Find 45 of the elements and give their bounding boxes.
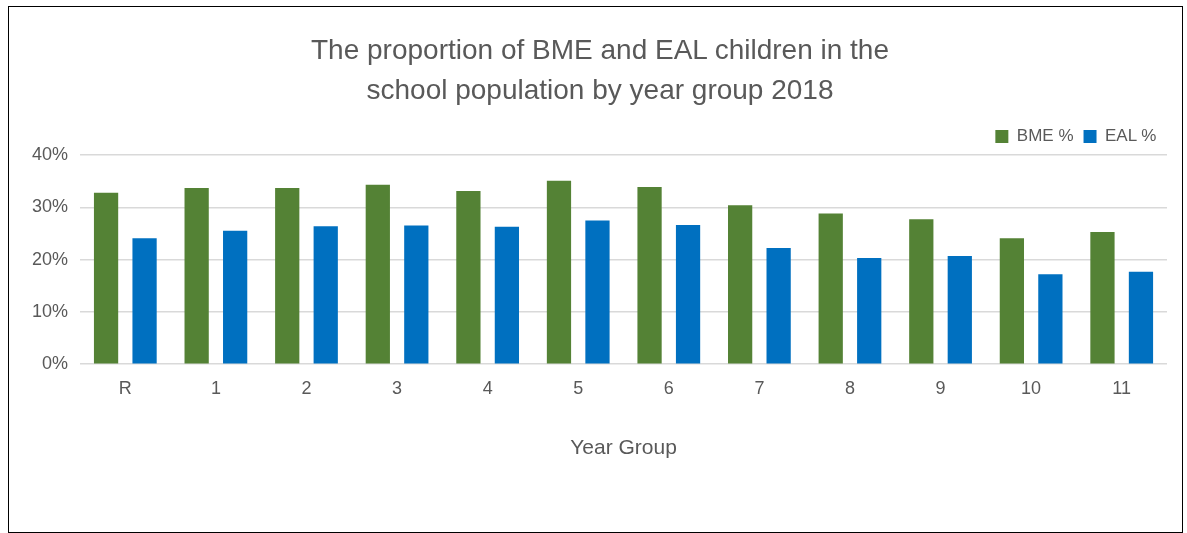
bar	[637, 186, 662, 364]
bar	[132, 238, 157, 364]
bar	[999, 238, 1025, 364]
bar	[818, 213, 843, 364]
legend-label: EAL %	[1105, 126, 1157, 146]
bar	[365, 184, 390, 364]
bar	[909, 219, 934, 364]
bar	[223, 230, 248, 364]
bar	[1038, 274, 1063, 364]
legend-label: BME %	[1016, 126, 1074, 146]
y-tick-label: 30%	[32, 196, 69, 217]
x-tick-label: 1	[210, 377, 221, 398]
y-tick-label: 40%	[32, 143, 69, 164]
bar	[93, 192, 119, 364]
y-tick-label: 10%	[32, 300, 69, 321]
bar	[546, 180, 572, 364]
x-tick-label: 11	[1112, 377, 1132, 398]
y-tick-label: 20%	[32, 248, 69, 269]
bar	[275, 187, 300, 364]
x-axis-title: Year Group	[570, 435, 677, 459]
x-tick-label: 3	[392, 377, 403, 398]
bar	[1090, 231, 1115, 364]
bar	[585, 220, 610, 364]
y-tick-label: 0%	[42, 353, 69, 374]
chart-title: The proportion of BME and EAL children in the school population by year group 2018	[310, 33, 890, 107]
bar	[1128, 271, 1154, 364]
bar	[857, 258, 882, 364]
bar	[766, 248, 791, 364]
x-tick-label: 8	[844, 377, 855, 398]
bar	[456, 191, 481, 364]
x-tick-label: 7	[754, 377, 765, 398]
bar	[404, 225, 429, 364]
x-tick-label: 9	[935, 377, 946, 398]
x-tick-label: 5	[573, 377, 584, 398]
bar	[728, 205, 753, 364]
x-tick-label: 6	[663, 377, 674, 398]
x-tick-label: R	[118, 377, 132, 398]
bar	[947, 255, 972, 364]
x-tick-label: 4	[482, 377, 493, 398]
x-tick-label: 2	[301, 377, 312, 398]
bar	[313, 226, 338, 364]
bar	[494, 226, 520, 364]
x-tick-label: 10	[1021, 377, 1042, 398]
bar	[184, 187, 209, 364]
bar	[675, 225, 701, 364]
